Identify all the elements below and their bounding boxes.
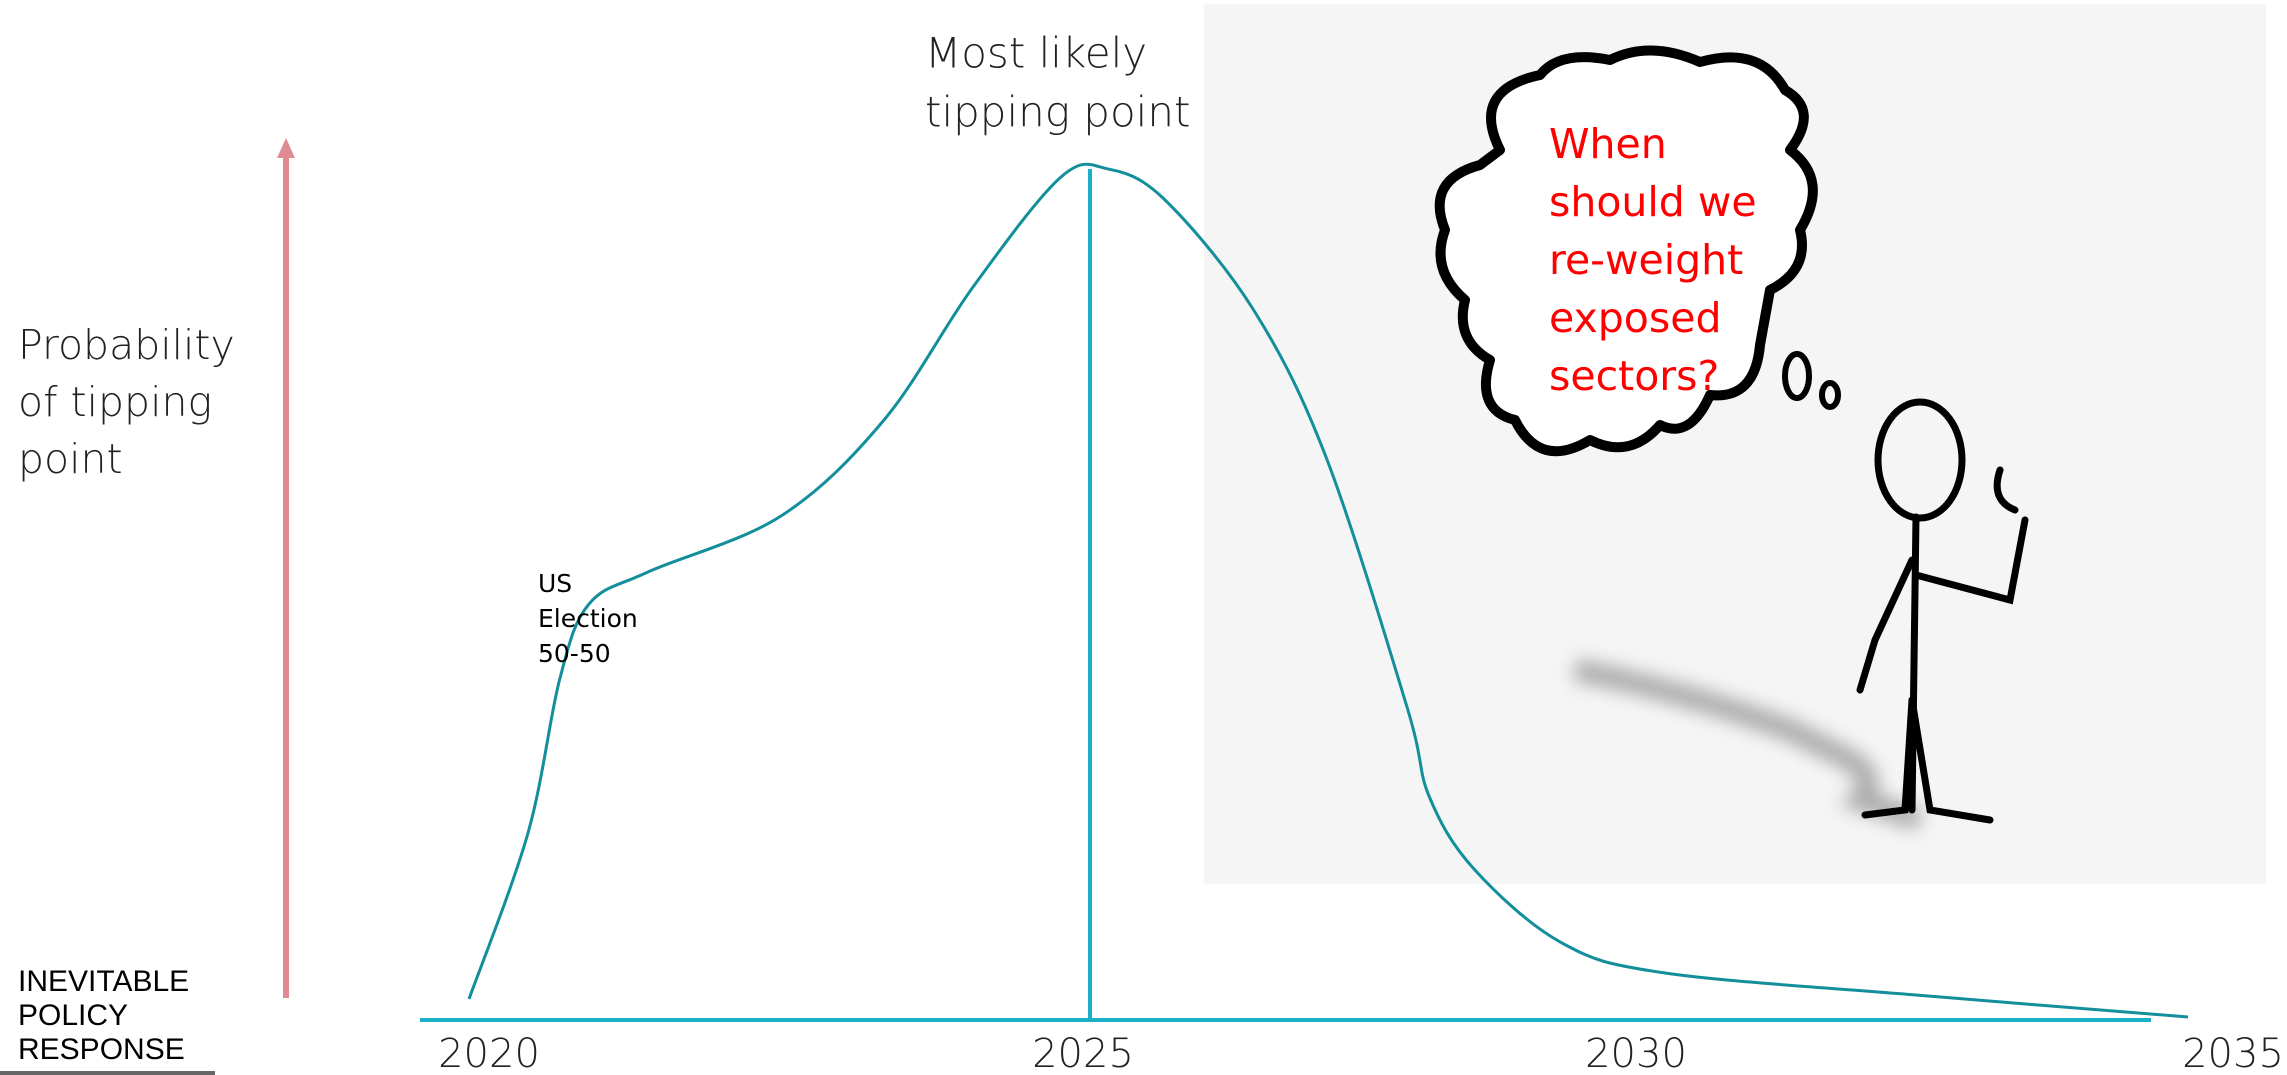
x-tick-label: 2035 (2182, 1031, 2284, 1075)
y-arrow-head (277, 138, 295, 158)
stick-figure (1856, 398, 2029, 824)
thought-text: re-weight (1549, 236, 1743, 284)
event-label: Election (538, 604, 638, 633)
thought-text: sectors? (1549, 352, 1719, 400)
logo-text: INEVITABLE (18, 965, 189, 998)
logo-text: POLICY (18, 999, 128, 1032)
x-tick-label: 2030 (1585, 1031, 1687, 1075)
probability-curve (467, 162, 2189, 1019)
x-tick-label: 2025 (1032, 1031, 1134, 1075)
y-axis-label: of tipping (18, 378, 212, 426)
figure-shadow (1572, 659, 1924, 831)
thought-cloud (1434, 45, 1818, 457)
thought-bubble (1782, 351, 1812, 401)
event-label: 50-50 (538, 639, 611, 668)
thought-text: should we (1549, 178, 1757, 226)
thought-text: When (1549, 120, 1667, 168)
thought-bubble (1819, 380, 1841, 410)
y-axis-label: Probability (18, 321, 235, 369)
peak-label: tipping point (925, 88, 1190, 137)
event-label: US (538, 569, 572, 598)
x-tick-label: 2020 (438, 1031, 540, 1075)
logo-underline (0, 1071, 215, 1075)
thought-text: exposed (1549, 294, 1722, 342)
logo-text: RESPONSE (18, 1033, 185, 1066)
y-axis-label: point (18, 435, 123, 483)
peak-label: Most likely (925, 29, 1147, 78)
